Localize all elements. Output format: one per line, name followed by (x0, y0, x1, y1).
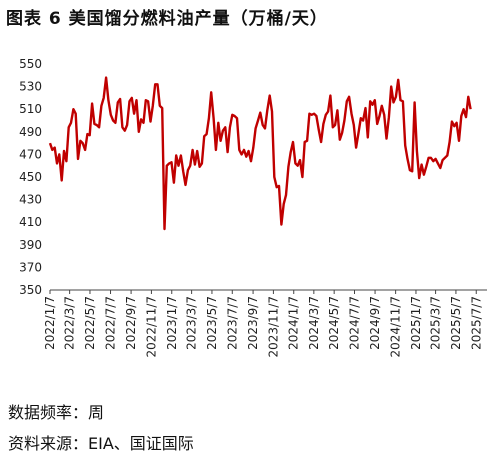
chart-title: 图表 6 美国馏分燃料油产量（万桶/天） (6, 9, 328, 29)
y-tick-label: 550 (19, 57, 42, 71)
y-axis-ticks: 350 370 390 410 430 450 470 490 510 530 550 (19, 57, 42, 297)
x-tick-label: 2024/9/7 (368, 296, 382, 350)
y-tick-label: 390 (19, 238, 42, 252)
x-tick-label: 2022/7/7 (104, 296, 118, 350)
x-tick-label: 2025/3/7 (429, 296, 443, 350)
x-tick-label: 2023/1/7 (165, 296, 179, 350)
x-tick-label: 2022/9/7 (124, 296, 138, 350)
y-tick-label: 510 (19, 102, 42, 116)
x-tick-label: 2022/5/7 (83, 296, 97, 350)
x-tick-label: 2025/1/7 (409, 296, 423, 350)
data-frequency-note: 数据频率：周 (8, 403, 105, 422)
x-tick-label: 2023/9/7 (246, 296, 260, 350)
x-axis-ticks: 2022/1/7 2022/3/7 2022/5/7 2022/7/7 2022/9/7… (43, 290, 483, 358)
x-tick-label: 2023/5/7 (205, 296, 219, 350)
x-tick-label: 2023/3/7 (185, 296, 199, 350)
y-tick-label: 450 (19, 170, 42, 184)
data-source-note: 资料来源：EIA、国证国际 (8, 434, 194, 453)
x-tick-label: 2024/7/7 (347, 296, 361, 350)
y-tick-label: 370 (19, 260, 42, 274)
x-tick-label: 2025/7/7 (469, 296, 483, 350)
x-tick-label: 2023/7/7 (225, 296, 239, 350)
series-line (48, 76, 472, 231)
x-tick-label: 2023/11/7 (266, 296, 280, 358)
x-tick-label: 2025/5/7 (449, 296, 463, 350)
y-tick-label: 410 (19, 215, 42, 229)
x-tick-label: 2024/3/7 (307, 296, 321, 350)
x-tick-label: 2024/1/7 (287, 296, 301, 350)
y-tick-label: 430 (19, 193, 42, 207)
y-tick-label: 470 (19, 147, 42, 161)
x-tick-label: 2022/1/7 (43, 296, 57, 350)
y-tick-label: 530 (19, 80, 42, 94)
y-tick-label: 350 (19, 283, 42, 297)
x-tick-label: 2022/11/7 (144, 296, 158, 358)
x-tick-label: 2024/5/7 (327, 296, 341, 350)
x-tick-label: 2022/3/7 (63, 296, 77, 350)
x-tick-label: 2024/11/7 (389, 296, 403, 358)
y-tick-label: 490 (19, 125, 42, 139)
